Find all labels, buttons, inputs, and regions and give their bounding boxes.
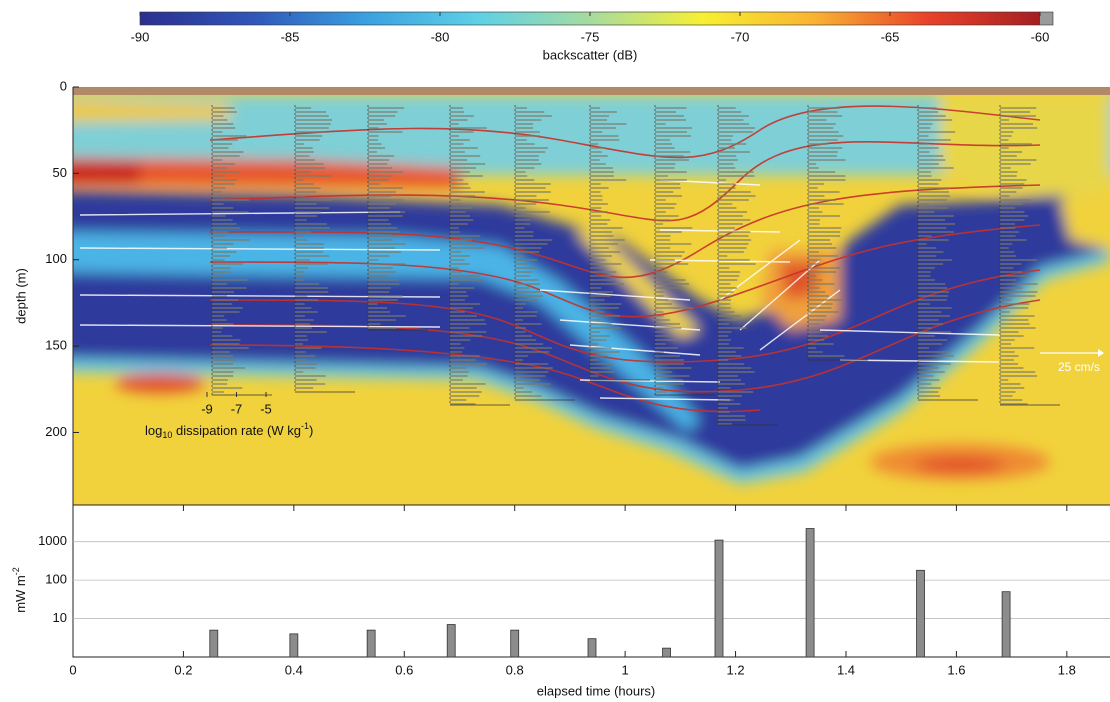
bar <box>447 625 455 657</box>
colorbar-tick-label: -60 <box>1031 29 1050 44</box>
colorbar-tick-label: -65 <box>881 29 900 44</box>
x-tick-label: 1 <box>622 662 629 677</box>
colorbar-tick-label: -70 <box>731 29 750 44</box>
bar <box>588 639 596 657</box>
inset-tick-label: -7 <box>231 401 243 416</box>
x-tick-label: 0.2 <box>174 662 192 677</box>
y-tick-label: 150 <box>45 338 67 353</box>
y-tick-label: 10 <box>53 610 67 625</box>
x-tick-label: 0.6 <box>395 662 413 677</box>
bar <box>1002 592 1010 657</box>
x-tick-label: 1.2 <box>727 662 745 677</box>
scale-arrow-label: 25 cm/s <box>1058 360 1100 374</box>
echogram <box>60 80 1110 520</box>
bar <box>917 570 925 657</box>
colorbar-tick-label: -90 <box>131 29 150 44</box>
x-tick-label: 0 <box>69 662 76 677</box>
y-tick-label: 100 <box>45 572 67 587</box>
y-axis-label: mW m-2 <box>11 567 28 613</box>
y-tick-label: 200 <box>45 424 67 439</box>
bar <box>806 529 814 657</box>
colorbar-over <box>1040 12 1053 25</box>
colorbar-label: backscatter (dB) <box>543 47 638 62</box>
colorbar-tick-label: -85 <box>281 29 300 44</box>
bar <box>715 540 723 657</box>
bar-frame <box>73 505 1110 657</box>
x-tick-label: 0.8 <box>506 662 524 677</box>
inset-tick-label: -5 <box>260 401 272 416</box>
bar <box>210 630 218 657</box>
x-axis-label: elapsed time (hours) <box>537 683 656 698</box>
colorbar-tick-label: -75 <box>581 29 600 44</box>
colorbar-tick-label: -80 <box>431 29 450 44</box>
figure: 25 cm/s log10 dissipation rate (W kg-1) … <box>0 0 1110 702</box>
bar <box>290 634 298 657</box>
bar <box>511 630 519 657</box>
x-tick-label: 1.8 <box>1058 662 1076 677</box>
x-tick-label: 1.6 <box>947 662 965 677</box>
x-tick-label: 0.4 <box>285 662 303 677</box>
y-axis-label: depth (m) <box>13 268 28 324</box>
inset-tick-label: -9 <box>201 401 213 416</box>
y-tick-label: 1000 <box>38 533 67 548</box>
y-tick-label: 100 <box>45 251 67 266</box>
y-tick-label: 0 <box>60 78 67 93</box>
bar <box>663 648 671 657</box>
x-tick-label: 1.4 <box>837 662 855 677</box>
bar <box>367 630 375 657</box>
y-tick-label: 50 <box>53 165 67 180</box>
